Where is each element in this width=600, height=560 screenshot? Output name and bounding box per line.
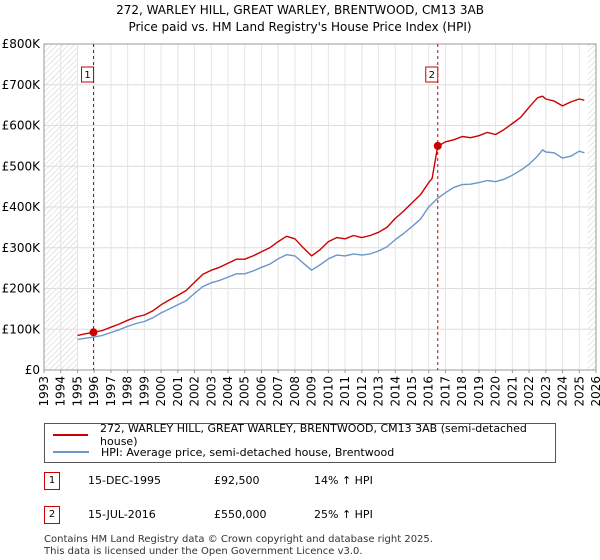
y-tick-label: £400K bbox=[2, 200, 42, 214]
legend-swatch-hpi bbox=[53, 451, 89, 453]
x-tick-label: 2026 bbox=[589, 376, 600, 407]
x-tick-label: 2018 bbox=[455, 376, 469, 407]
x-tick-label: 2012 bbox=[355, 376, 369, 407]
x-tick-label: 2007 bbox=[271, 376, 285, 407]
x-tick-label: 2020 bbox=[489, 376, 503, 407]
sale-date: 15-DEC-1995 bbox=[88, 474, 162, 487]
sale-date: 15-JUL-2016 bbox=[88, 508, 156, 521]
x-tick-label: 2006 bbox=[254, 376, 268, 407]
y-tick-label: £100K bbox=[2, 322, 42, 336]
series-line-property bbox=[77, 95, 585, 337]
sale-number-label: 1 bbox=[84, 70, 90, 81]
legend-item-property: 272, WARLEY HILL, GREAT WARLEY, BRENTWOO… bbox=[53, 422, 555, 448]
x-tick-label: 2024 bbox=[556, 376, 570, 407]
x-tick-label: 2005 bbox=[238, 376, 252, 407]
x-tick-label: 1999 bbox=[137, 376, 151, 407]
x-tick-label: 1993 bbox=[37, 376, 51, 407]
sale-point bbox=[89, 328, 98, 337]
x-tick-label: 2022 bbox=[522, 376, 536, 407]
legend-swatch-property bbox=[53, 434, 89, 436]
table-row: 2 15-JUL-2016 £550,000 25% ↑ HPI bbox=[44, 506, 584, 524]
y-tick-label: £0 bbox=[25, 363, 40, 377]
x-tick-label: 2011 bbox=[338, 376, 352, 407]
x-tick-label: 2016 bbox=[422, 376, 436, 407]
legend: 272, WARLEY HILL, GREAT WARLEY, BRENTWOO… bbox=[44, 422, 556, 463]
sale-hpi-delta: 14% ↑ HPI bbox=[314, 474, 373, 487]
sale-hpi-delta: 25% ↑ HPI bbox=[314, 508, 373, 521]
legend-label-hpi: HPI: Average price, semi-detached house,… bbox=[101, 445, 395, 459]
legend-item-hpi: HPI: Average price, semi-detached house,… bbox=[53, 444, 394, 460]
y-tick-label: £300K bbox=[2, 241, 42, 255]
price-chart: £0 £100K £200K £300K £400K £500K £600K £700K £80… bbox=[2, 37, 600, 407]
x-tick-label: 2014 bbox=[388, 376, 402, 407]
series-line-hpi bbox=[77, 149, 585, 341]
y-tick-label: £800K bbox=[2, 37, 42, 51]
legend-label-property: 272, WARLEY HILL, GREAT WARLEY, BRENTWOO… bbox=[100, 422, 527, 448]
chart-title: 272, WARLEY HILL, GREAT WARLEY, BRENTWOO… bbox=[0, 2, 600, 36]
chart-title-line1: 272, WARLEY HILL, GREAT WARLEY, BRENTWOO… bbox=[116, 3, 484, 17]
y-tick-label: £500K bbox=[2, 159, 42, 173]
sale-badge: 1 bbox=[44, 472, 60, 490]
x-tick-label: 1995 bbox=[70, 376, 84, 407]
x-tick-label: 1997 bbox=[104, 376, 118, 407]
x-tick-label: 2017 bbox=[438, 376, 452, 407]
footer-line2: This data is licensed under the Open Gov… bbox=[44, 546, 363, 557]
x-tick-label: 2021 bbox=[505, 376, 519, 407]
x-tick-label: 2001 bbox=[171, 376, 185, 407]
x-tick-label: 2010 bbox=[321, 376, 335, 407]
footer: Contains HM Land Registry data © Crown c… bbox=[44, 534, 433, 558]
x-tick-label: 2023 bbox=[539, 376, 553, 407]
sale-price: £92,500 bbox=[214, 474, 260, 487]
plot-frame bbox=[43, 43, 597, 371]
x-tick-label: 2013 bbox=[372, 376, 386, 407]
x-tick-label: 1994 bbox=[54, 376, 68, 407]
footer-line1: Contains HM Land Registry data © Crown c… bbox=[44, 534, 433, 545]
x-tick-label: 1996 bbox=[87, 376, 101, 407]
y-tick-label: £600K bbox=[2, 119, 42, 133]
x-tick-label: 2019 bbox=[472, 376, 486, 407]
y-tick-label: £700K bbox=[2, 78, 42, 92]
x-tick-label: 2025 bbox=[572, 376, 586, 407]
x-tick-label: 2008 bbox=[288, 376, 302, 407]
x-tick-label: 2003 bbox=[204, 376, 218, 407]
y-tick-label: £200K bbox=[2, 282, 42, 296]
x-tick-label: 2015 bbox=[405, 376, 419, 407]
chart-title-line2: Price paid vs. HM Land Registry's House … bbox=[128, 20, 472, 34]
x-tick-label: 2009 bbox=[305, 376, 319, 407]
x-tick-label: 2000 bbox=[154, 376, 168, 407]
sale-number-box bbox=[425, 66, 439, 83]
sale-number-label: 2 bbox=[429, 70, 435, 81]
x-tick-label: 2004 bbox=[221, 376, 235, 407]
x-tick-label: 2002 bbox=[188, 376, 202, 407]
x-tick-label: 1998 bbox=[121, 376, 135, 407]
sale-badge: 2 bbox=[44, 506, 60, 524]
sale-price: £550,000 bbox=[214, 508, 267, 521]
sale-number-box bbox=[81, 66, 95, 83]
sale-point bbox=[433, 141, 442, 150]
table-row: 1 15-DEC-1995 £92,500 14% ↑ HPI bbox=[44, 472, 584, 490]
